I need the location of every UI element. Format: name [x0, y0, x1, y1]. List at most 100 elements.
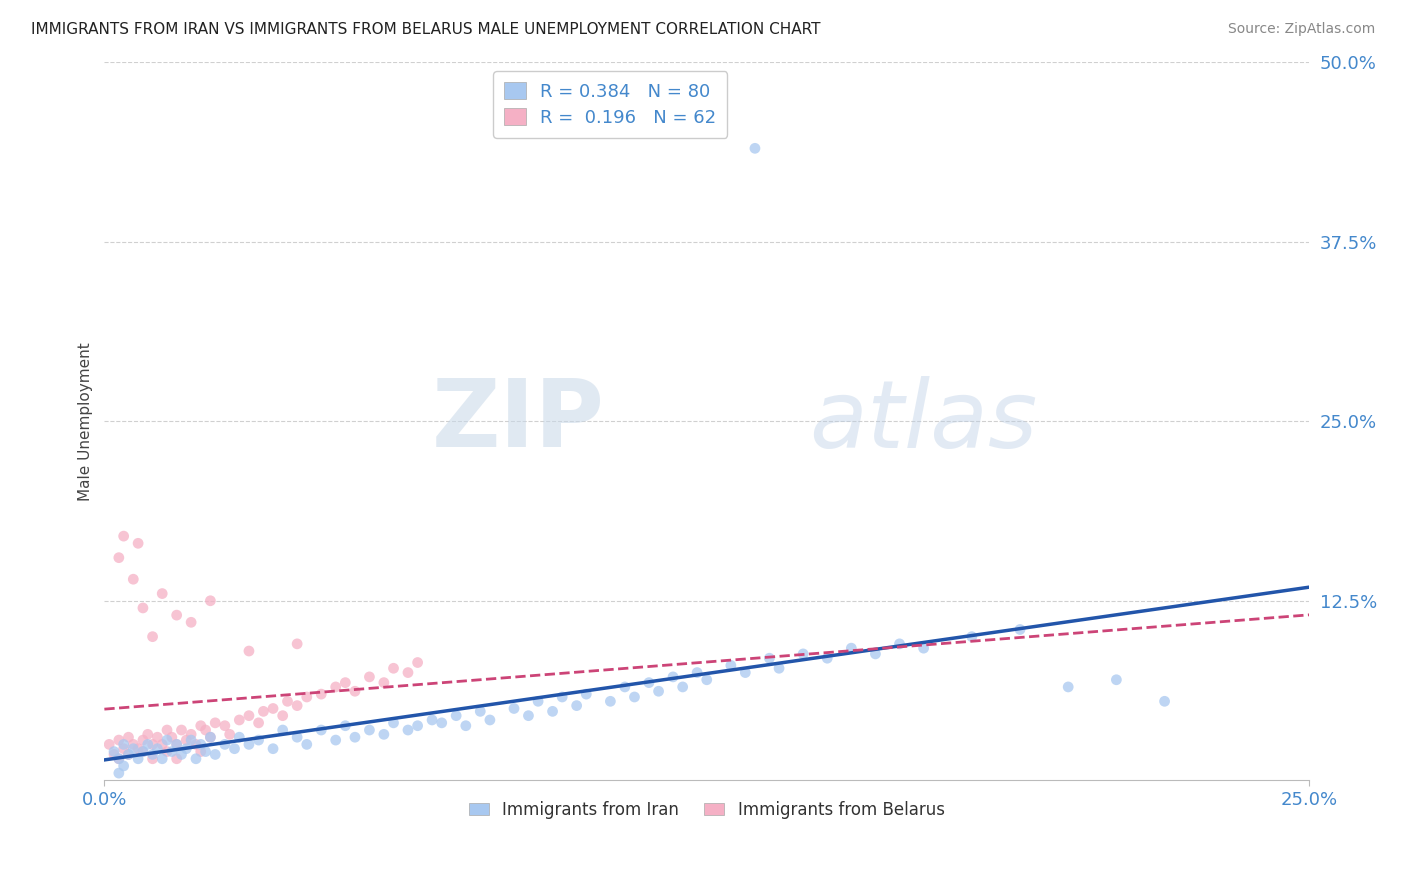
Point [647, 684, 669, 698]
Point [176, 733, 198, 747]
Point [204, 747, 226, 762]
Point [108, 733, 131, 747]
Point [214, 738, 236, 752]
Point [127, 536, 149, 550]
Point [190, 738, 212, 752]
Point [527, 694, 550, 708]
Point [132, 733, 155, 747]
Point [136, 738, 159, 752]
Point [170, 747, 193, 762]
Point [156, 745, 179, 759]
Point [224, 741, 246, 756]
Point [406, 719, 429, 733]
Point [142, 738, 165, 752]
Point [565, 698, 588, 713]
Point [335, 675, 357, 690]
Point [517, 708, 540, 723]
Point [194, 745, 217, 759]
Point [478, 713, 501, 727]
Point [228, 730, 250, 744]
Point [142, 752, 165, 766]
Point [262, 741, 284, 756]
Point [276, 694, 298, 708]
Point [575, 687, 598, 701]
Point [420, 713, 443, 727]
Point [170, 723, 193, 737]
Point [1105, 673, 1128, 687]
Point [180, 733, 202, 747]
Point [184, 752, 207, 766]
Point [430, 715, 453, 730]
Point [720, 658, 742, 673]
Point [1153, 694, 1175, 708]
Point [396, 723, 419, 737]
Point [359, 723, 381, 737]
Point [335, 719, 357, 733]
Point [238, 708, 260, 723]
Point [194, 723, 217, 737]
Point [1057, 680, 1080, 694]
Point [180, 615, 202, 630]
Text: ZIP: ZIP [432, 376, 605, 467]
Y-axis label: Male Unemployment: Male Unemployment [79, 342, 93, 500]
Point [108, 550, 131, 565]
Text: IMMIGRANTS FROM IRAN VS IMMIGRANTS FROM BELARUS MALE UNEMPLOYMENT CORRELATION CH: IMMIGRANTS FROM IRAN VS IMMIGRANTS FROM … [31, 22, 821, 37]
Point [262, 701, 284, 715]
Point [252, 704, 274, 718]
Point [160, 745, 183, 759]
Point [132, 601, 155, 615]
Point [343, 730, 366, 744]
Point [373, 727, 395, 741]
Point [204, 715, 226, 730]
Point [228, 713, 250, 727]
Point [190, 719, 212, 733]
Point [841, 641, 863, 656]
Point [136, 727, 159, 741]
Point [127, 752, 149, 766]
Point [638, 675, 661, 690]
Point [200, 730, 222, 744]
Point [768, 661, 790, 675]
Point [190, 745, 212, 759]
Point [150, 586, 173, 600]
Point [117, 747, 139, 762]
Legend: Immigrants from Iran, Immigrants from Belarus: Immigrants from Iran, Immigrants from Be… [463, 795, 952, 826]
Point [325, 680, 347, 694]
Point [815, 651, 838, 665]
Point [744, 141, 766, 155]
Point [551, 690, 574, 704]
Point [672, 680, 695, 694]
Point [541, 704, 564, 718]
Point [309, 723, 332, 737]
Point [295, 690, 318, 704]
Point [503, 701, 526, 715]
Point [792, 647, 814, 661]
Point [108, 766, 131, 780]
Point [103, 747, 125, 762]
Point [127, 741, 149, 756]
Point [132, 745, 155, 759]
Point [696, 673, 718, 687]
Point [662, 670, 685, 684]
Point [112, 741, 135, 756]
Point [156, 723, 179, 737]
Text: atlas: atlas [810, 376, 1038, 467]
Point [108, 752, 131, 766]
Point [613, 680, 636, 694]
Point [150, 738, 173, 752]
Point [98, 738, 121, 752]
Point [454, 719, 477, 733]
Point [146, 730, 169, 744]
Point [889, 637, 911, 651]
Point [180, 727, 202, 741]
Point [117, 747, 139, 762]
Point [184, 738, 207, 752]
Point [406, 656, 429, 670]
Point [122, 741, 145, 756]
Point [396, 665, 419, 680]
Point [238, 644, 260, 658]
Point [200, 730, 222, 744]
Point [146, 741, 169, 756]
Point [108, 752, 131, 766]
Point [160, 730, 183, 744]
